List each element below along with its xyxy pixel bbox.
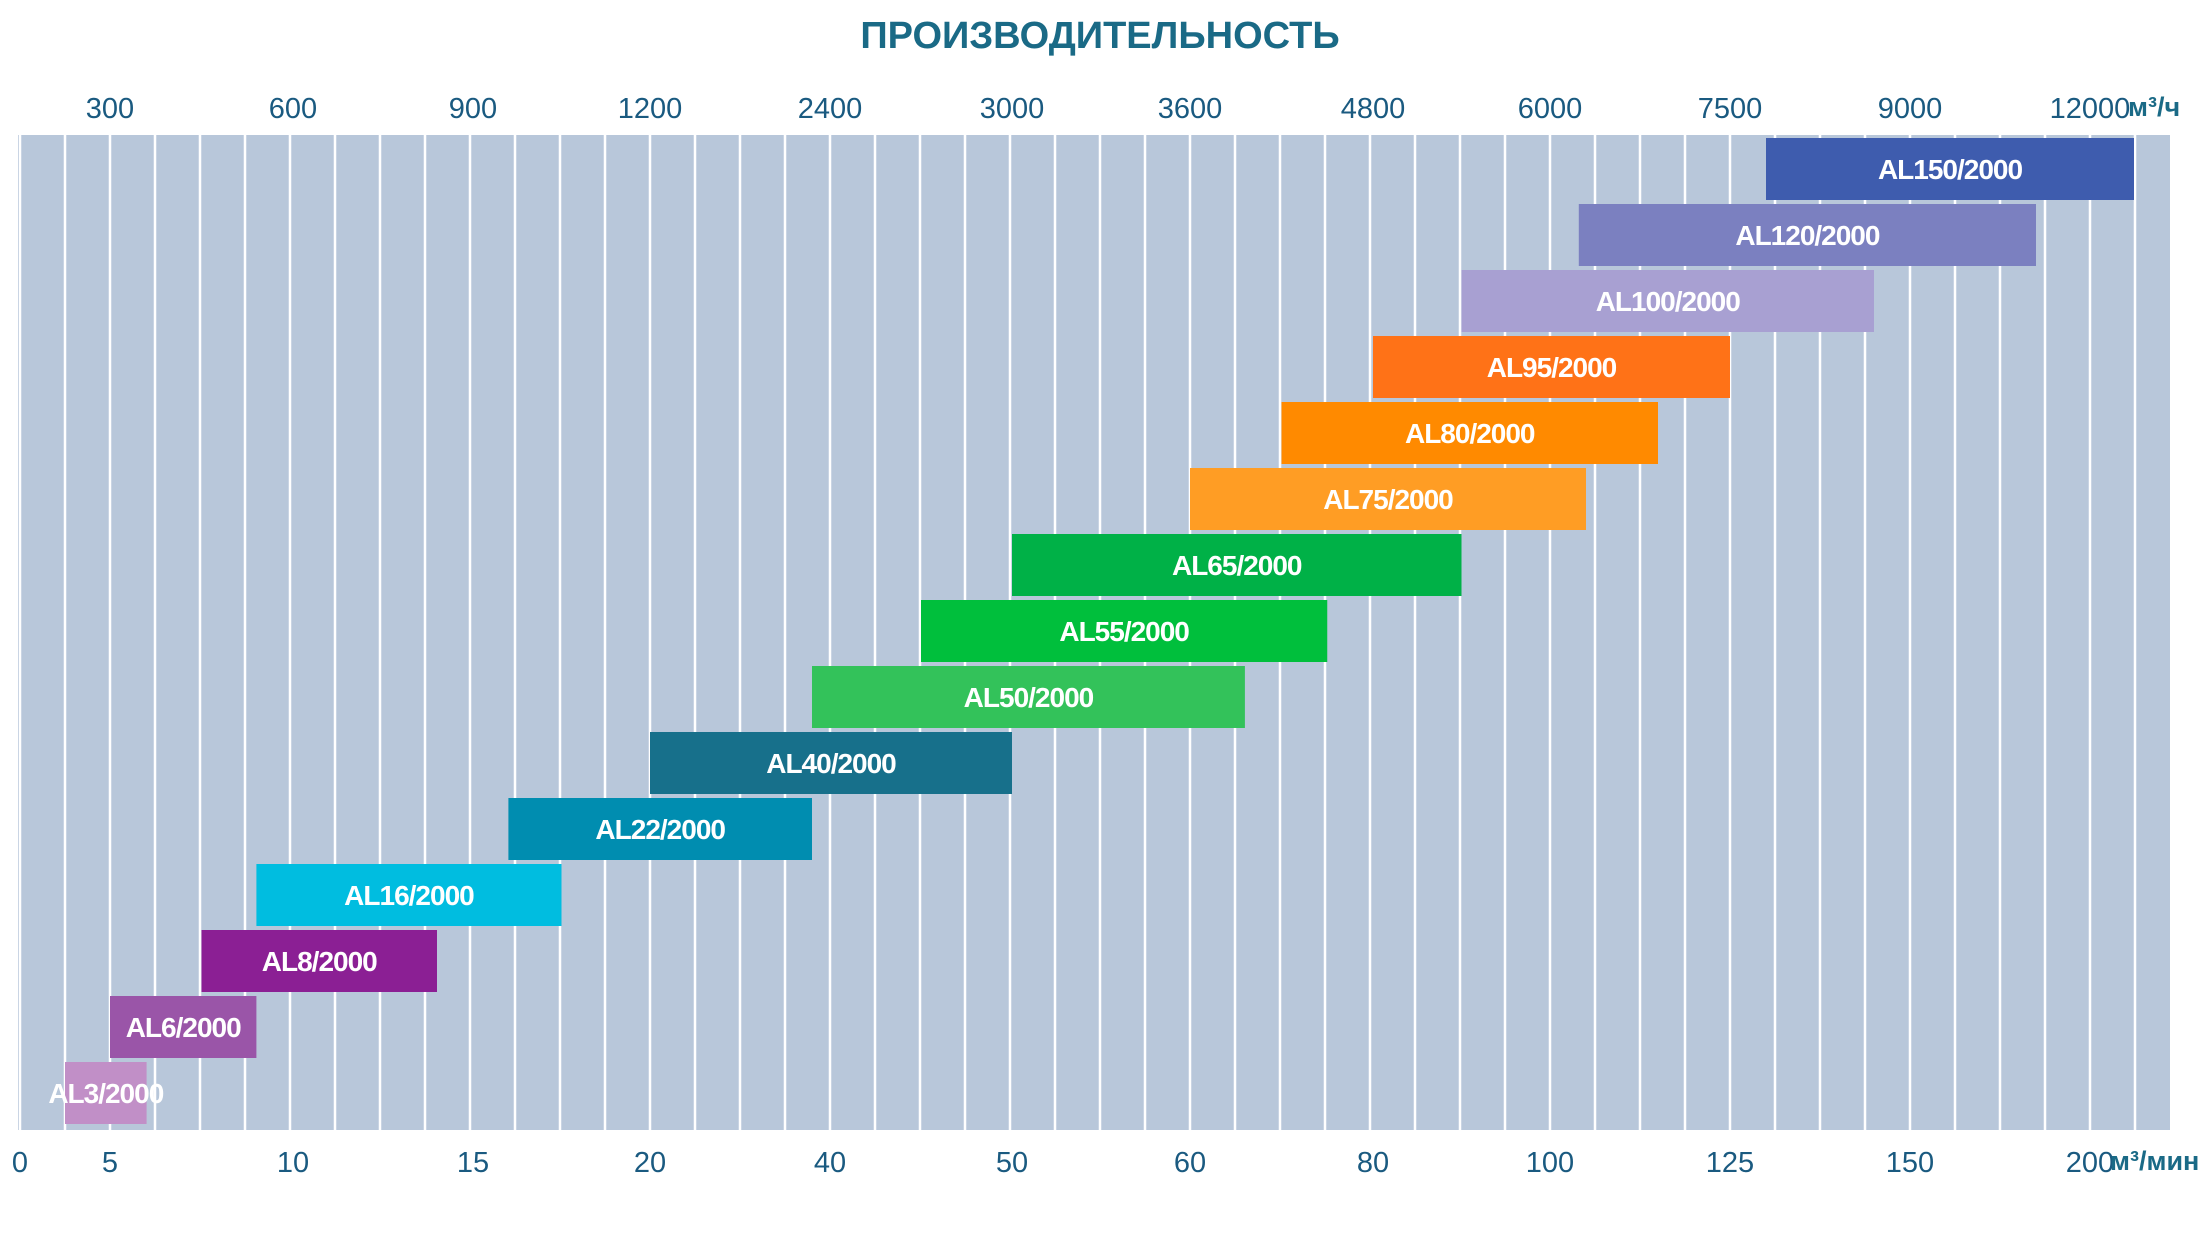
bar-rect — [1012, 534, 1462, 596]
bar-al6-2000: AL6/2000 — [110, 996, 257, 1058]
bar-label: AL100/2000 — [1596, 286, 1741, 317]
bottom-tick-label: 0 — [12, 1147, 28, 1179]
bottom-tick-label: 200 — [2066, 1147, 2114, 1179]
bar-al120-2000: AL120/2000 — [1578, 204, 2036, 266]
bar-rect — [812, 666, 1245, 728]
bottom-tick-label: 80 — [1357, 1147, 1389, 1179]
top-tick-label: 3600 — [1158, 93, 1223, 125]
bottom-tick-label: 20 — [634, 1147, 666, 1179]
bottom-tick-label: 150 — [1886, 1147, 1934, 1179]
top-tick-label: 9000 — [1878, 93, 1943, 125]
top-tick-label: 12000 — [2050, 93, 2131, 125]
bar-rect — [921, 600, 1328, 662]
bottom-tick-label: 5 — [102, 1147, 118, 1179]
bottom-tick-label: 10 — [277, 1147, 309, 1179]
bar-al65-2000: AL65/2000 — [1012, 534, 1462, 596]
bar-rect — [1578, 204, 2036, 266]
bar-label: AL120/2000 — [1735, 220, 1880, 251]
bar-al100-2000: AL100/2000 — [1461, 270, 1874, 332]
top-tick-label: 3000 — [980, 93, 1045, 125]
bar-label: AL55/2000 — [1059, 616, 1189, 647]
bar-rect — [256, 864, 562, 926]
bar-rect — [1461, 270, 1874, 332]
top-tick-label: 300 — [86, 93, 134, 125]
bottom-tick-label: 40 — [814, 1147, 846, 1179]
bar-label: AL40/2000 — [766, 748, 896, 779]
bar-rect — [1190, 468, 1586, 530]
top-tick-label: 600 — [269, 93, 317, 125]
bar-rect — [65, 1062, 147, 1124]
bar-label: AL50/2000 — [964, 682, 1094, 713]
top-tick-label: 2400 — [798, 93, 863, 125]
top-axis: 300 600 900 1200 2400 3000 3600 4800 6000 7500 900… — [86, 93, 2131, 125]
bar-rect — [1766, 138, 2134, 200]
bar-al8-2000: AL8/2000 — [201, 930, 437, 992]
bar-al150-2000: AL150/2000 — [1766, 138, 2134, 200]
bar-rect — [650, 732, 1012, 794]
bar-al95-2000: AL95/2000 — [1373, 336, 1730, 398]
bar-label: AL16/2000 — [344, 880, 474, 911]
bar-label: AL8/2000 — [262, 946, 377, 977]
bottom-tick-label: 125 — [1706, 1147, 1754, 1179]
bottom-tick-label: 15 — [457, 1147, 489, 1179]
bar-label: AL75/2000 — [1323, 484, 1453, 515]
top-tick-label: 4800 — [1341, 93, 1406, 125]
bar-rect — [110, 996, 257, 1058]
top-tick-label: 1200 — [618, 93, 683, 125]
bar-rect — [508, 798, 812, 860]
bottom-tick-label: 100 — [1526, 1147, 1574, 1179]
bar-al50-2000: AL50/2000 — [812, 666, 1245, 728]
bar-label: AL22/2000 — [595, 814, 725, 845]
bottom-axis: 0 5 10 15 20 40 50 60 80 100 125 150 200 — [12, 1147, 2114, 1179]
bar-rect — [1373, 336, 1730, 398]
bottom-axis-unit: м³/мин — [2110, 1146, 2199, 1176]
bar-label: AL80/2000 — [1405, 418, 1535, 449]
bar-al75-2000: AL75/2000 — [1190, 468, 1586, 530]
bar-label: AL6/2000 — [126, 1012, 241, 1043]
bottom-tick-label: 50 — [996, 1147, 1028, 1179]
bar-al40-2000: AL40/2000 — [650, 732, 1012, 794]
bar-label: AL65/2000 — [1172, 550, 1302, 581]
bottom-tick-label: 60 — [1174, 1147, 1206, 1179]
bar-al3-2000: AL3/2000 — [48, 1062, 165, 1124]
bar-al55-2000: AL55/2000 — [921, 600, 1328, 662]
top-tick-label: 6000 — [1518, 93, 1583, 125]
bar-al80-2000: AL80/2000 — [1281, 402, 1658, 464]
bar-label: AL95/2000 — [1487, 352, 1617, 383]
bar-label: AL150/2000 — [1878, 154, 2023, 185]
chart-title: ПРОИЗВОДИТЕЛЬНОСТЬ — [860, 15, 1339, 57]
bar-rect — [1281, 402, 1658, 464]
range-bars: AL3/2000 AL6/2000 AL8/2000 AL16/2000 AL22/20… — [48, 138, 2134, 1124]
bar-al22-2000: AL22/2000 — [508, 798, 812, 860]
top-tick-label: 900 — [449, 93, 497, 125]
bar-rect — [201, 930, 437, 992]
top-axis-unit: м³/ч — [2128, 92, 2180, 122]
bar-label: AL3/2000 — [48, 1078, 163, 1109]
top-tick-label: 7500 — [1698, 93, 1763, 125]
bar-al16-2000: AL16/2000 — [256, 864, 562, 926]
